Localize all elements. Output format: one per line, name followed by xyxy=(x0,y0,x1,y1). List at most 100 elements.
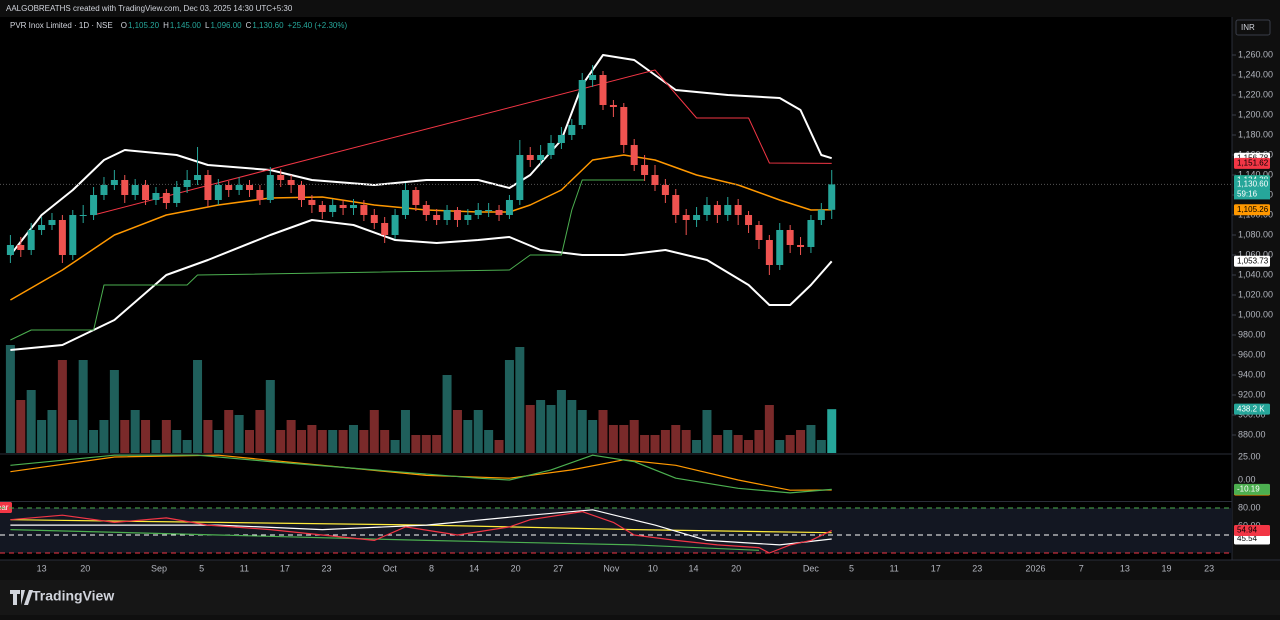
price-tag xyxy=(1234,157,1270,169)
volume-bar xyxy=(733,435,743,453)
candle-body xyxy=(485,210,493,211)
candle-body xyxy=(693,215,701,220)
x-tick-label: Nov xyxy=(603,563,620,573)
volume-bar xyxy=(130,410,140,453)
indicator-line xyxy=(10,529,760,551)
candle-body xyxy=(391,215,399,235)
x-tick-label: 7 xyxy=(1079,563,1084,573)
volume-bar xyxy=(338,430,348,453)
y-tick-label: 0.00 xyxy=(1238,474,1256,484)
currency-box[interactable] xyxy=(1235,19,1271,36)
candle-body xyxy=(121,180,129,195)
volume-bar xyxy=(120,420,130,453)
candle-body xyxy=(339,205,347,208)
brand: TradingView xyxy=(32,588,114,604)
x-tick-label: 23 xyxy=(321,563,331,573)
volume-bar xyxy=(390,440,400,453)
volume-bar xyxy=(234,415,244,453)
volume-bar xyxy=(141,420,151,453)
candle-body xyxy=(537,155,545,160)
candle-body xyxy=(495,210,503,215)
candle-body xyxy=(246,185,254,190)
currency[interactable]: INR xyxy=(1241,23,1255,32)
footer-bar xyxy=(0,580,1280,615)
legend-change: +25.40 (+2.30%) xyxy=(288,21,348,30)
volume-bar xyxy=(712,435,722,453)
volume-bar xyxy=(297,430,307,453)
candle-body xyxy=(443,210,451,220)
volume-bar xyxy=(702,410,712,453)
legend-key: C xyxy=(246,21,252,30)
volume-bar xyxy=(650,435,660,453)
volume-bar xyxy=(775,440,785,453)
indicator-line xyxy=(93,69,832,216)
candle-body xyxy=(381,223,389,235)
candle-body xyxy=(100,185,108,195)
candle-body xyxy=(287,180,295,185)
candle-body xyxy=(422,205,430,215)
candle-body xyxy=(557,135,565,143)
candle-body xyxy=(505,200,513,215)
x-tick-label: 8 xyxy=(429,563,434,573)
countdown: 59:16 xyxy=(1237,190,1258,199)
price-tag-label: 1,151.62 xyxy=(1237,158,1269,167)
indicator-line xyxy=(9,54,832,256)
volume-bar xyxy=(245,430,255,453)
y-tick-label: 1,040.00 xyxy=(1238,269,1273,279)
volume-bar xyxy=(26,390,36,453)
volume-bar xyxy=(744,440,754,453)
volume-bar xyxy=(556,390,566,453)
x-tick-label: 13 xyxy=(1120,563,1130,573)
candle-body xyxy=(776,230,784,265)
x-tick-label: 14 xyxy=(688,563,698,573)
legend-key: L xyxy=(205,21,210,30)
x-tick-label: 17 xyxy=(280,563,290,573)
volume-bar xyxy=(577,410,587,453)
x-tick-label: 17 xyxy=(931,563,941,573)
x-tick-label: 5 xyxy=(199,563,204,573)
candle-body xyxy=(194,175,202,180)
volume-bar xyxy=(515,347,525,453)
x-tick-label: Dec xyxy=(803,563,820,573)
volume-bar xyxy=(681,430,691,453)
x-tick-label: 20 xyxy=(511,563,521,573)
x-tick-label: 13 xyxy=(37,563,47,573)
volume-bar xyxy=(806,425,816,453)
volume-bar xyxy=(151,440,161,453)
volume-bar xyxy=(161,420,171,453)
legend-value: 1,096.00 xyxy=(210,21,242,30)
candle-body xyxy=(173,187,181,203)
price-tag xyxy=(1234,483,1270,495)
candle-body xyxy=(401,190,409,215)
y-tick-label: 80.00 xyxy=(1238,502,1261,512)
x-tick-label: 23 xyxy=(1204,563,1214,573)
y-tick-label: 1,180.00 xyxy=(1238,129,1273,139)
y-tick-label: 1,000.00 xyxy=(1238,309,1273,319)
indicator-line xyxy=(10,511,832,554)
volume-bar xyxy=(452,410,462,453)
volume-bar xyxy=(411,435,421,453)
price-tag xyxy=(1234,255,1270,267)
candle-body xyxy=(609,105,617,107)
volume-bar xyxy=(754,430,764,453)
volume-bar xyxy=(78,360,88,453)
price-tag xyxy=(1234,204,1270,216)
candle-body xyxy=(58,220,66,255)
candle-body xyxy=(162,193,170,203)
volume-bar xyxy=(660,430,670,453)
volume-bar xyxy=(380,430,390,453)
volume-bar xyxy=(193,360,203,453)
candle-body xyxy=(578,80,586,125)
volume-bar xyxy=(369,410,379,453)
volume-bar xyxy=(588,420,598,453)
volume-bar xyxy=(827,409,837,453)
candle-body xyxy=(277,175,285,180)
candle-body xyxy=(349,205,357,208)
volume-bar xyxy=(785,435,795,453)
candle-body xyxy=(360,205,368,215)
price-tag-label: 45.54 xyxy=(1237,534,1258,543)
volume-bars xyxy=(5,345,837,453)
volume-bar xyxy=(99,420,109,453)
volume-bar xyxy=(172,430,182,453)
volume-bar xyxy=(37,420,47,453)
